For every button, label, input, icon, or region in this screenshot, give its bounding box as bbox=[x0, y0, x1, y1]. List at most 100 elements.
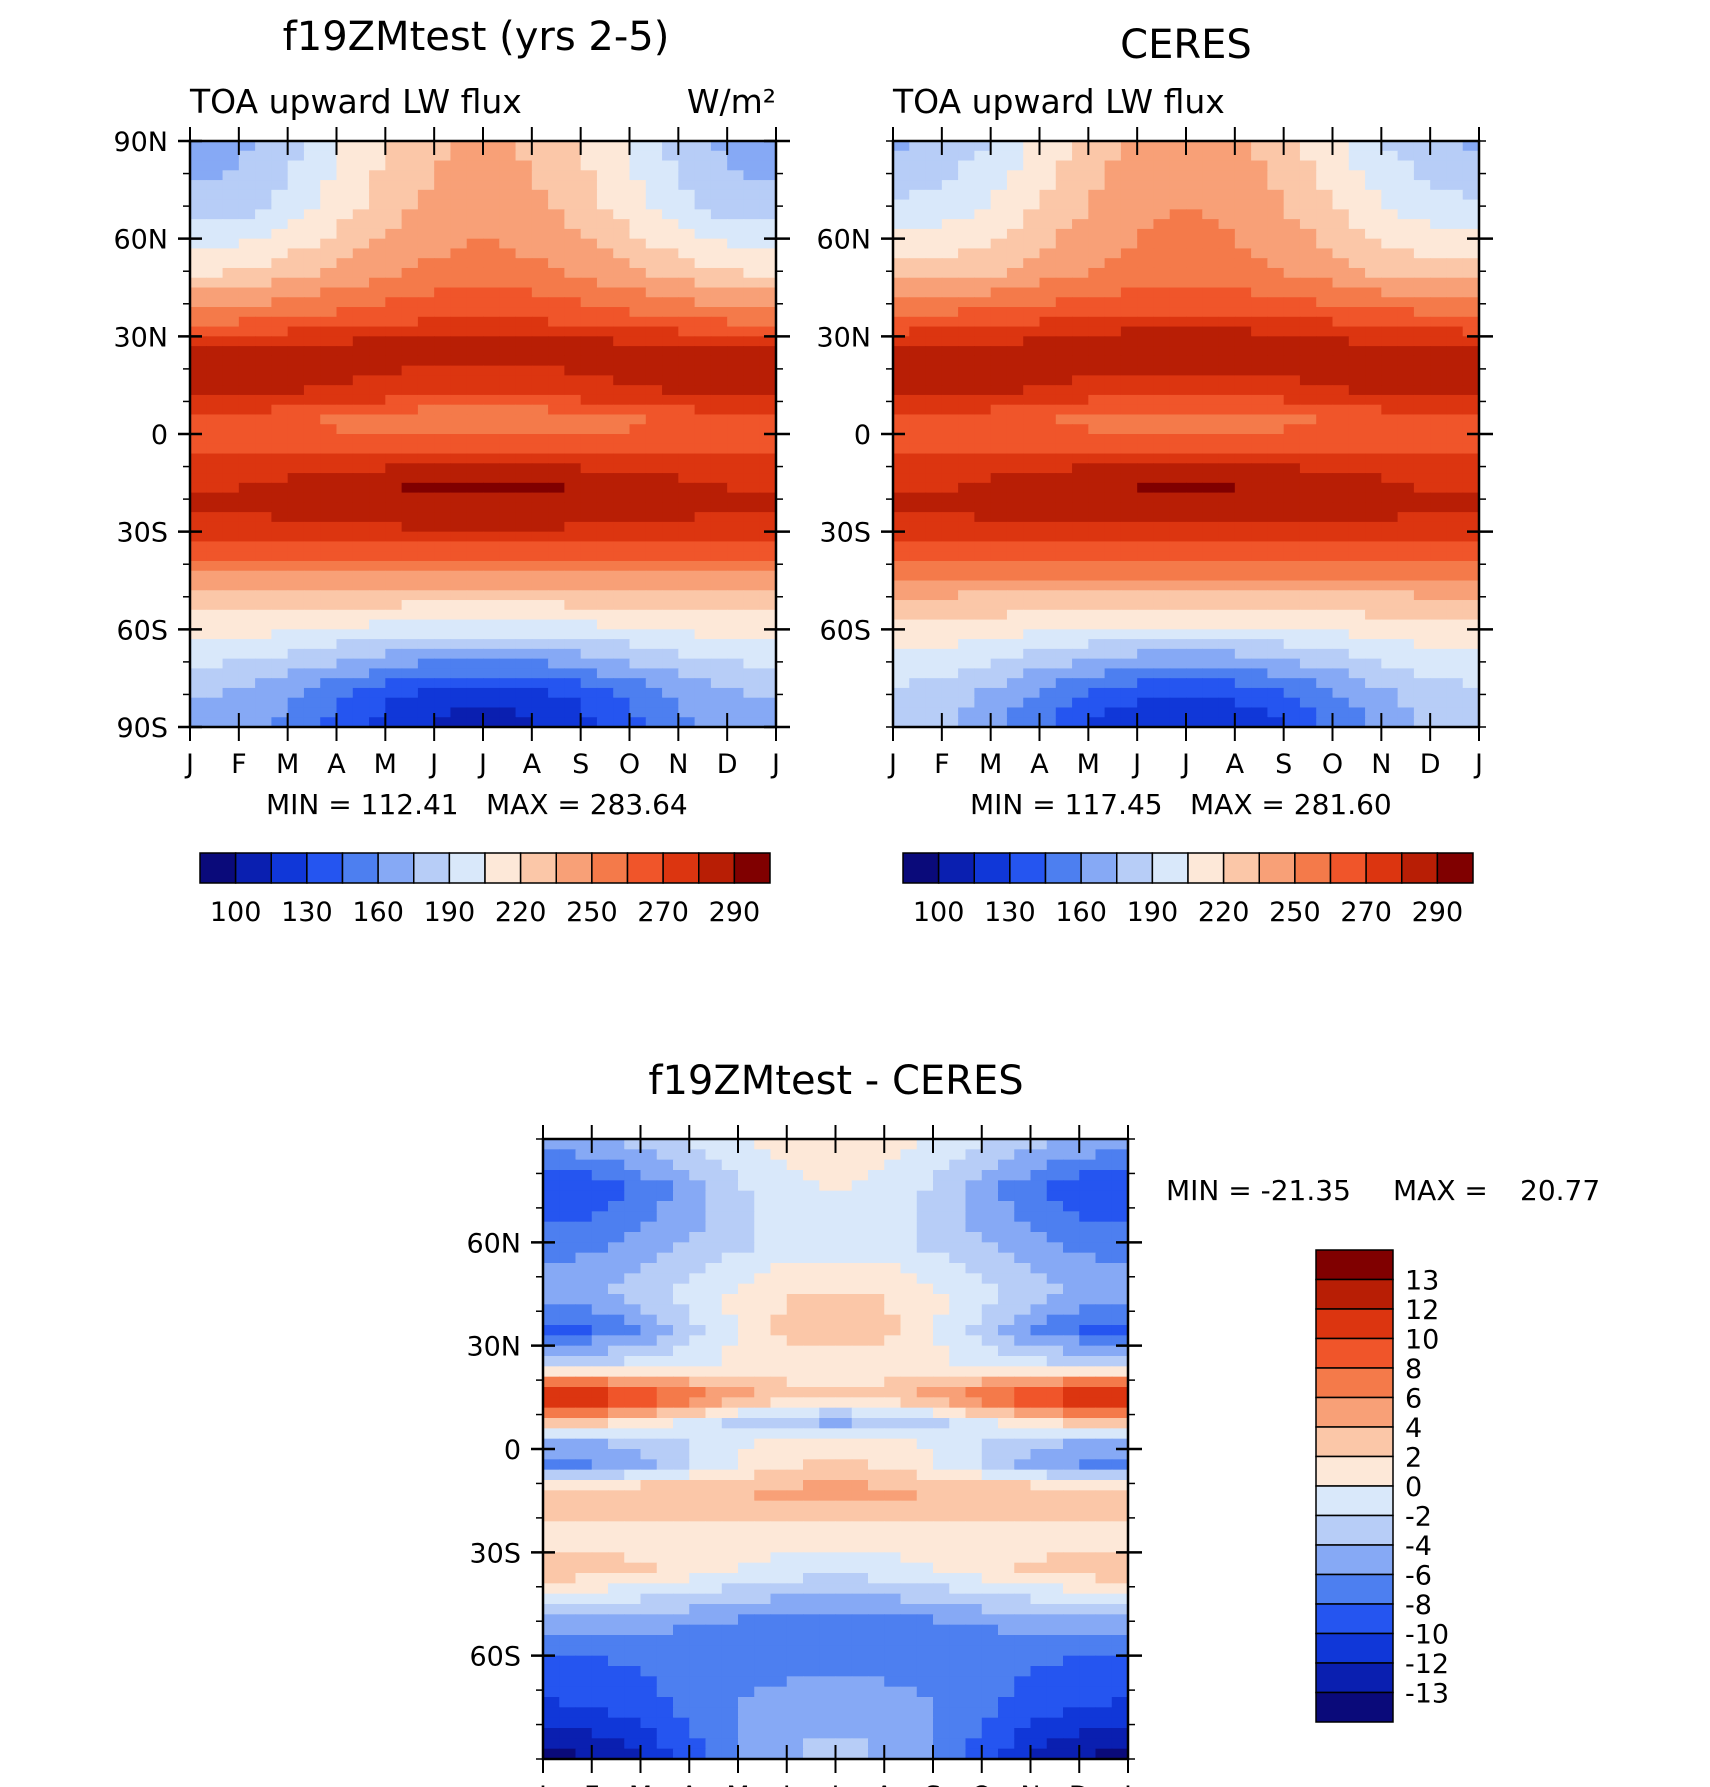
field-cell bbox=[255, 639, 272, 650]
field-cell bbox=[564, 600, 582, 611]
field-cell bbox=[515, 619, 533, 630]
field-cell bbox=[613, 512, 631, 523]
field-cell bbox=[933, 1190, 950, 1202]
field-cell bbox=[1137, 580, 1155, 591]
field-cell bbox=[336, 639, 354, 650]
field-cell bbox=[483, 248, 500, 259]
field-cell bbox=[1153, 443, 1171, 455]
field-cell bbox=[759, 502, 776, 513]
field-cell bbox=[483, 453, 500, 464]
field-cell bbox=[190, 385, 207, 396]
field-cell bbox=[564, 336, 582, 347]
field-cell bbox=[417, 658, 435, 669]
x-tick-label: F bbox=[934, 749, 950, 780]
field-cell bbox=[819, 1139, 837, 1150]
field-cell bbox=[271, 687, 289, 699]
field-cell bbox=[941, 170, 959, 181]
field-cell bbox=[1267, 267, 1285, 279]
field-cell bbox=[1023, 394, 1041, 406]
field-cell bbox=[629, 336, 647, 347]
field-cell bbox=[1430, 297, 1448, 308]
field-cell bbox=[352, 404, 370, 416]
field-cell bbox=[1316, 697, 1334, 709]
field-cell bbox=[575, 1149, 593, 1161]
field-cell bbox=[1104, 228, 1122, 240]
field-cell bbox=[958, 219, 975, 230]
field-cell bbox=[1462, 375, 1479, 386]
field-cell bbox=[1072, 463, 1089, 474]
field-cell bbox=[450, 365, 468, 376]
field-cell bbox=[727, 199, 745, 210]
field-cell bbox=[1251, 170, 1268, 181]
field-cell bbox=[531, 248, 549, 259]
field-cell bbox=[949, 1221, 967, 1233]
field-cell bbox=[483, 629, 500, 640]
field-cell bbox=[1430, 717, 1448, 727]
field-cell bbox=[1023, 404, 1041, 416]
colorbar-label: 100 bbox=[210, 897, 262, 928]
field-cell bbox=[287, 531, 305, 543]
field-cell bbox=[1283, 551, 1301, 562]
field-cell bbox=[434, 668, 452, 679]
field-cell bbox=[941, 541, 959, 552]
field-cell bbox=[515, 463, 533, 474]
field-cell bbox=[1218, 678, 1236, 689]
field-cell bbox=[1079, 1211, 1097, 1223]
field-cell bbox=[1055, 385, 1073, 396]
field-cell bbox=[1462, 443, 1479, 455]
field-cell bbox=[759, 238, 776, 250]
field-cell bbox=[401, 629, 419, 640]
field-cell bbox=[1365, 385, 1382, 396]
field-cell bbox=[629, 355, 647, 367]
field-cell bbox=[466, 580, 484, 591]
field-cell bbox=[727, 385, 745, 396]
field-cell bbox=[1088, 687, 1106, 699]
field-cell bbox=[1218, 375, 1236, 386]
field-cell bbox=[483, 297, 500, 308]
field-cell bbox=[1267, 531, 1285, 543]
field-cell bbox=[401, 482, 419, 494]
field-cell bbox=[694, 648, 712, 660]
field-cell bbox=[662, 443, 679, 455]
field-cell bbox=[786, 1221, 804, 1233]
field-cell bbox=[1365, 492, 1382, 503]
field-cell bbox=[1316, 609, 1334, 621]
field-cell bbox=[1397, 443, 1415, 455]
field-cell bbox=[1348, 228, 1366, 240]
field-cell bbox=[434, 619, 452, 630]
field-cell bbox=[255, 482, 272, 494]
field-cell bbox=[352, 394, 370, 406]
field-cell bbox=[1332, 277, 1350, 289]
field-cell bbox=[1023, 150, 1041, 162]
field-cell bbox=[531, 570, 549, 582]
field-cell bbox=[1251, 434, 1268, 445]
field-cell bbox=[499, 678, 517, 689]
field-cell bbox=[222, 463, 240, 474]
field-cell bbox=[1202, 541, 1220, 552]
field-cell bbox=[974, 648, 992, 660]
field-cell bbox=[1316, 336, 1334, 347]
field-cell bbox=[336, 463, 354, 474]
field-cell bbox=[1267, 375, 1285, 386]
field-cell bbox=[608, 1159, 625, 1171]
field-cell bbox=[434, 307, 452, 318]
field-cell bbox=[596, 443, 614, 455]
field-cell bbox=[958, 609, 975, 621]
field-cell bbox=[287, 189, 305, 201]
field-cell bbox=[1153, 453, 1171, 464]
field-cell bbox=[434, 267, 452, 279]
field-cell bbox=[206, 150, 224, 162]
field-cell bbox=[1365, 238, 1382, 250]
field-cell bbox=[515, 316, 533, 328]
field-cell bbox=[303, 453, 321, 464]
field-cell bbox=[998, 1139, 1015, 1150]
field-cell bbox=[1234, 267, 1252, 279]
field-cell bbox=[1251, 209, 1268, 220]
field-cell bbox=[255, 560, 272, 572]
field-cell bbox=[287, 434, 305, 445]
field-cell bbox=[1169, 629, 1187, 640]
field-cell bbox=[743, 326, 761, 337]
field-cell bbox=[1299, 258, 1317, 269]
field-cell bbox=[385, 619, 403, 630]
x-tick-label: M bbox=[276, 749, 299, 780]
